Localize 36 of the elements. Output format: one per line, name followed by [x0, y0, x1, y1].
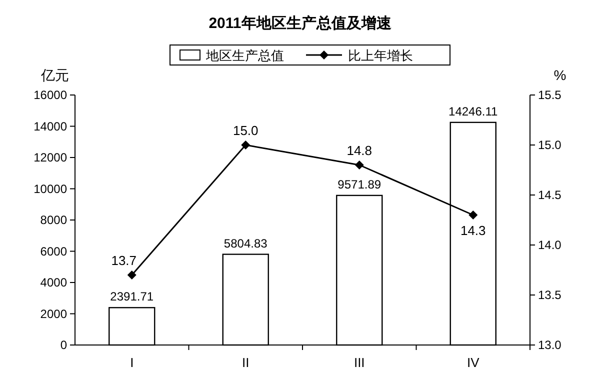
text: 5804.83	[224, 236, 268, 250]
legend-label: 比上年增长	[348, 48, 413, 63]
x-tick-label: IV	[466, 355, 480, 370]
x-tick-label: II	[242, 355, 250, 370]
y-tick-label: 6000	[40, 244, 68, 258]
legend-label: 地区生产总值	[205, 48, 284, 63]
y2-tick-label: 13.5	[538, 288, 562, 302]
y-tick-label: 4000	[40, 276, 68, 290]
text: 14.8	[346, 143, 372, 158]
text: 13.7	[111, 253, 137, 268]
y-tick-label: 0	[60, 338, 68, 352]
chart-title: 2011年地区生产总值及增速	[208, 15, 392, 32]
text: 2391.71	[110, 290, 154, 304]
y-tick-label: 2000	[40, 306, 68, 321]
text: 9571.89	[338, 177, 382, 192]
y-tick-label: 14000	[34, 119, 68, 134]
text: 14246.11	[448, 104, 498, 118]
y-axis-title: 亿元	[40, 67, 69, 83]
y2-tick-label: 15.5	[538, 88, 562, 102]
text: 15.0	[232, 123, 258, 138]
point	[354, 160, 364, 170]
y-tick-label: 16000	[34, 88, 68, 102]
y-tick-label: 12000	[34, 150, 68, 164]
y2-tick-label: 15.0	[538, 138, 562, 152]
point	[468, 210, 478, 220]
text: 14.3	[460, 223, 486, 238]
y2-tick-label: 14.0	[538, 238, 562, 252]
y-tick-label: 10000	[34, 182, 68, 196]
y-tick-label: 8000	[40, 213, 68, 227]
y2-tick-label: 14.5	[538, 188, 562, 202]
x-tick-label: I	[130, 355, 134, 370]
y2-tick-label: 13.0	[538, 338, 562, 352]
y2-axis-title: %	[554, 67, 566, 83]
x-tick-label: III	[354, 355, 365, 370]
point	[241, 140, 250, 150]
point	[127, 270, 136, 280]
